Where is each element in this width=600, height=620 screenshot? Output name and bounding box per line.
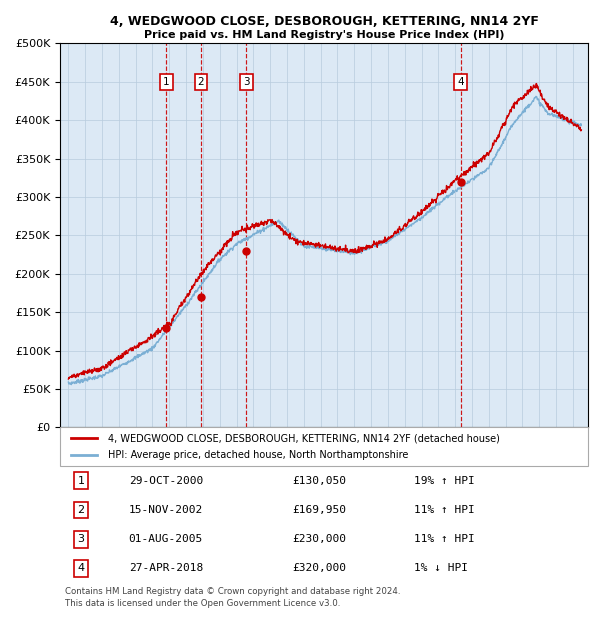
Text: 11% ↑ HPI: 11% ↑ HPI — [414, 505, 475, 515]
Text: 15-NOV-2002: 15-NOV-2002 — [128, 505, 203, 515]
Text: Contains HM Land Registry data © Crown copyright and database right 2024.: Contains HM Land Registry data © Crown c… — [65, 587, 401, 596]
Text: Price paid vs. HM Land Registry's House Price Index (HPI): Price paid vs. HM Land Registry's House … — [144, 30, 504, 40]
Text: 3: 3 — [243, 77, 250, 87]
Text: 4: 4 — [77, 564, 85, 574]
Text: 4, WEDGWOOD CLOSE, DESBOROUGH, KETTERING, NN14 2YF: 4, WEDGWOOD CLOSE, DESBOROUGH, KETTERING… — [110, 15, 538, 28]
Text: 1% ↓ HPI: 1% ↓ HPI — [414, 564, 468, 574]
Text: 3: 3 — [77, 534, 85, 544]
FancyBboxPatch shape — [60, 427, 588, 466]
Text: 29-OCT-2000: 29-OCT-2000 — [128, 476, 203, 485]
Text: £130,050: £130,050 — [292, 476, 346, 485]
Text: 4, WEDGWOOD CLOSE, DESBOROUGH, KETTERING, NN14 2YF (detached house): 4, WEDGWOOD CLOSE, DESBOROUGH, KETTERING… — [107, 433, 499, 443]
Text: 1: 1 — [163, 77, 170, 87]
Text: £320,000: £320,000 — [292, 564, 346, 574]
Text: 2: 2 — [197, 77, 204, 87]
Text: 2: 2 — [77, 505, 85, 515]
Text: £169,950: £169,950 — [292, 505, 346, 515]
Text: 19% ↑ HPI: 19% ↑ HPI — [414, 476, 475, 485]
Text: 27-APR-2018: 27-APR-2018 — [128, 564, 203, 574]
Text: £230,000: £230,000 — [292, 534, 346, 544]
Text: 4: 4 — [457, 77, 464, 87]
Text: 11% ↑ HPI: 11% ↑ HPI — [414, 534, 475, 544]
Text: 01-AUG-2005: 01-AUG-2005 — [128, 534, 203, 544]
Text: This data is licensed under the Open Government Licence v3.0.: This data is licensed under the Open Gov… — [65, 599, 341, 608]
Text: 1: 1 — [77, 476, 85, 485]
Text: HPI: Average price, detached house, North Northamptonshire: HPI: Average price, detached house, Nort… — [107, 450, 408, 460]
